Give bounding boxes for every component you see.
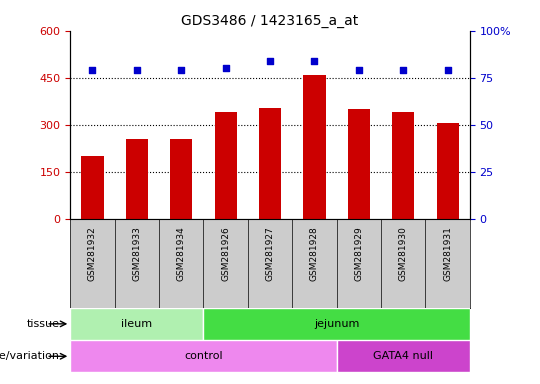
Point <box>354 67 363 73</box>
Point <box>310 58 319 64</box>
Text: ileum: ileum <box>122 319 152 329</box>
Title: GDS3486 / 1423165_a_at: GDS3486 / 1423165_a_at <box>181 14 359 28</box>
Bar <box>204 308 470 340</box>
Point <box>221 65 230 71</box>
Point <box>132 67 141 73</box>
Text: GSM281927: GSM281927 <box>266 226 274 281</box>
Point <box>399 67 408 73</box>
Bar <box>126 139 148 219</box>
Point <box>443 67 452 73</box>
Text: GSM281932: GSM281932 <box>88 226 97 281</box>
Bar <box>259 108 281 219</box>
Text: GSM281931: GSM281931 <box>443 226 452 281</box>
Text: GSM281934: GSM281934 <box>177 226 186 281</box>
Point <box>177 67 186 73</box>
Text: GSM281929: GSM281929 <box>354 226 363 281</box>
Text: tissue: tissue <box>26 319 59 329</box>
Text: GSM281926: GSM281926 <box>221 226 230 281</box>
Text: jejunum: jejunum <box>314 319 359 329</box>
Text: control: control <box>184 351 222 361</box>
Bar <box>336 340 470 372</box>
Text: GSM281928: GSM281928 <box>310 226 319 281</box>
Point <box>88 67 97 73</box>
Bar <box>82 156 104 219</box>
Bar <box>170 139 192 219</box>
Bar <box>348 109 370 219</box>
Bar <box>70 340 336 372</box>
Text: GSM281930: GSM281930 <box>399 226 408 281</box>
Bar <box>392 113 414 219</box>
Bar <box>303 75 326 219</box>
Bar <box>214 113 237 219</box>
Text: GATA4 null: GATA4 null <box>373 351 433 361</box>
Text: GSM281933: GSM281933 <box>132 226 141 281</box>
Text: genotype/variation: genotype/variation <box>0 351 59 361</box>
Point <box>266 58 274 64</box>
Bar <box>70 308 204 340</box>
Bar <box>436 123 458 219</box>
